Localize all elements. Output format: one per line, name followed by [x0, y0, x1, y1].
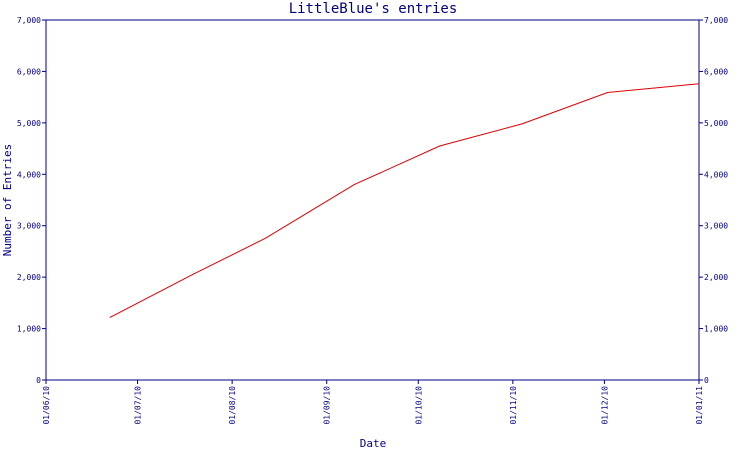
y-tick-label-right: 1,000: [704, 325, 728, 334]
x-tick-label: 01/07/10: [134, 386, 143, 425]
x-tick-label: 01/09/10: [323, 386, 332, 425]
data-point: [265, 237, 267, 239]
x-tick-label: 01/06/10: [42, 386, 51, 425]
data-point: [606, 92, 608, 94]
data-point: [439, 145, 441, 147]
data-point: [191, 274, 193, 276]
right-y-axis: 0 1,000 2,000 3,000 4,000 5,000 6,000 7,000: [699, 16, 728, 385]
x-tick-label: 01/08/10: [228, 386, 237, 425]
x-tick-label: 01/01/11: [695, 386, 704, 425]
y-tick-label-right: 3,000: [704, 222, 728, 231]
data-point: [109, 316, 111, 318]
series-group: [109, 83, 700, 318]
y-tick-label-right: 2,000: [704, 273, 728, 282]
plot-frame: [45, 19, 700, 381]
chart-title: LittleBlue's entries: [289, 1, 458, 17]
y-tick-label-left: 7,000: [17, 16, 41, 25]
y-tick-label-right: 4,000: [704, 170, 728, 179]
y-tick-label-left: 0: [36, 376, 41, 385]
y-axis-label: Number of Entries: [1, 144, 14, 257]
series-line: [109, 83, 700, 318]
x-tick-label: 01/12/10: [600, 386, 609, 425]
data-point: [353, 184, 355, 186]
y-tick-label-right: 7,000: [704, 16, 728, 25]
data-point: [521, 123, 523, 125]
left-y-axis: 0 1,000 2,000 3,000 4,000 5,000 6,000 7,000: [17, 16, 46, 385]
x-tick-label: 01/11/10: [509, 386, 518, 425]
y-tick-label-left: 5,000: [17, 119, 41, 128]
y-tick-label-right: 6,000: [704, 67, 728, 76]
x-tick-label: 01/10/10: [414, 386, 423, 425]
y-tick-label-left: 3,000: [17, 222, 41, 231]
x-axis-label: Date: [360, 437, 387, 450]
y-tick-label-right: 0: [704, 376, 709, 385]
x-axis: 01/06/10 01/07/10 01/08/10 01/09/10 01/10/10…: [42, 380, 704, 425]
y-tick-label-right: 5,000: [704, 119, 728, 128]
y-tick-label-left: 2,000: [17, 273, 41, 282]
data-point: [698, 83, 700, 85]
y-tick-label-left: 6,000: [17, 67, 41, 76]
y-tick-label-left: 1,000: [17, 325, 41, 334]
y-tick-label-left: 4,000: [17, 170, 41, 179]
